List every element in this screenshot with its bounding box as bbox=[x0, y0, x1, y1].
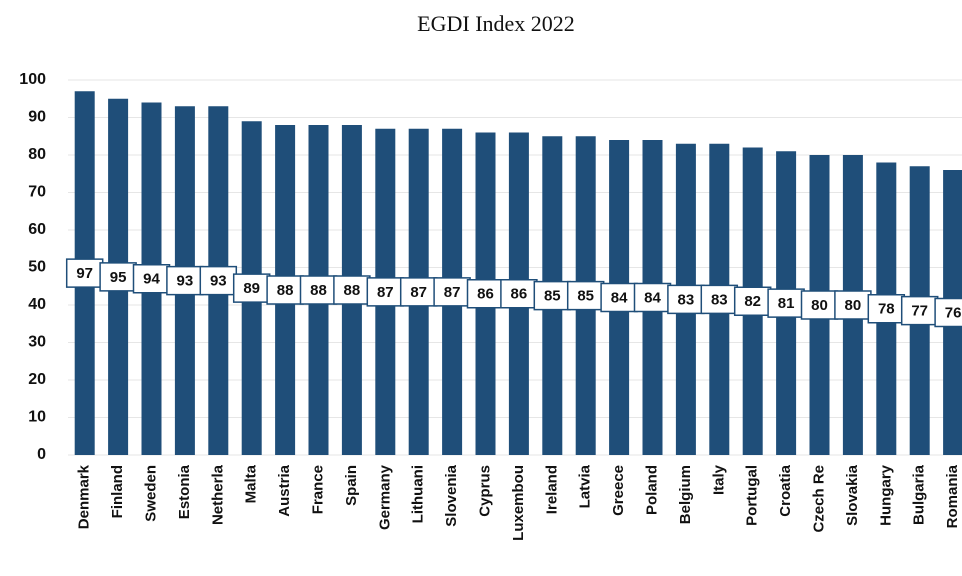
y-tick-label: 20 bbox=[28, 371, 46, 388]
x-tick-label: Romania bbox=[944, 464, 961, 528]
x-tick-label: Malta bbox=[243, 464, 260, 503]
chart-title: EGDI Index 2022 bbox=[417, 11, 575, 36]
x-tick-label: Finland bbox=[109, 465, 126, 518]
x-tick-label: Spain bbox=[343, 465, 360, 506]
x-tick-label: Italy bbox=[710, 464, 727, 495]
data-label-box bbox=[65, 258, 104, 288]
data-label: 76 bbox=[945, 304, 962, 321]
data-label: 89 bbox=[243, 280, 260, 297]
y-tick-label: 60 bbox=[28, 221, 46, 238]
data-label: 87 bbox=[444, 284, 461, 301]
data-label: 80 bbox=[811, 297, 828, 314]
data-label-box bbox=[500, 279, 538, 309]
data-label: 81 bbox=[778, 295, 795, 312]
data-label: 84 bbox=[644, 289, 661, 306]
y-tick-label: 100 bbox=[19, 71, 46, 88]
x-tick-label: Germany bbox=[376, 464, 393, 530]
x-tick-label: Hungary bbox=[877, 464, 894, 526]
y-tick-label: 40 bbox=[28, 296, 46, 313]
x-tick-label: Croatia bbox=[777, 464, 794, 516]
x-tick-label: Lithuani bbox=[410, 465, 427, 523]
data-label-box bbox=[166, 265, 204, 296]
x-tick-label: France bbox=[309, 465, 326, 514]
data-label: 83 bbox=[711, 291, 728, 308]
x-tick-label: Czech Re bbox=[810, 465, 827, 533]
data-label-box bbox=[667, 284, 705, 315]
data-label: 97 bbox=[76, 265, 93, 282]
data-label-box bbox=[867, 294, 906, 324]
x-tick-label: Denmark bbox=[76, 464, 93, 529]
y-tick-label: 80 bbox=[28, 146, 46, 163]
x-tick-label: Bulgaria bbox=[911, 464, 928, 525]
data-label-box bbox=[399, 277, 438, 307]
data-label-box bbox=[99, 262, 137, 292]
x-tick-label: Estonia bbox=[176, 464, 193, 519]
data-label: 87 bbox=[410, 284, 427, 301]
data-label: 93 bbox=[210, 273, 227, 290]
data-label-box bbox=[633, 282, 672, 313]
x-tick-label: Sweden bbox=[142, 465, 159, 522]
data-label: 87 bbox=[377, 284, 394, 301]
y-tick-label: 50 bbox=[28, 259, 46, 276]
data-label: 88 bbox=[310, 282, 327, 299]
data-label-box bbox=[199, 265, 238, 296]
y-tick-label: 0 bbox=[37, 446, 46, 463]
x-tick-label: Latvia bbox=[577, 464, 594, 508]
data-label: 85 bbox=[544, 288, 561, 305]
x-tick-label: Slovakia bbox=[844, 464, 861, 526]
data-label: 85 bbox=[577, 288, 594, 305]
data-label: 86 bbox=[511, 286, 528, 303]
x-tick-label: Slovenia bbox=[443, 464, 460, 526]
data-label-box bbox=[132, 264, 171, 294]
x-tick-label: Cyprus bbox=[476, 465, 493, 517]
x-tick-label: Luxembou bbox=[510, 465, 527, 541]
data-label: 80 bbox=[845, 297, 862, 314]
data-label: 86 bbox=[477, 286, 494, 303]
y-tick-label: 10 bbox=[28, 409, 46, 426]
data-label: 83 bbox=[678, 291, 695, 308]
data-label: 77 bbox=[911, 303, 928, 320]
y-tick-label: 90 bbox=[28, 109, 46, 126]
data-label: 88 bbox=[344, 282, 361, 299]
data-label-box bbox=[700, 284, 739, 315]
data-label-box bbox=[232, 273, 271, 303]
x-tick-label: Austria bbox=[276, 464, 293, 516]
data-label-box bbox=[733, 286, 772, 316]
data-label: 88 bbox=[277, 282, 294, 299]
y-tick-label: 30 bbox=[28, 334, 46, 351]
y-tick-label: 70 bbox=[28, 184, 46, 201]
data-label: 84 bbox=[611, 289, 628, 306]
x-tick-label: Belgium bbox=[677, 465, 694, 524]
data-label: 94 bbox=[143, 271, 160, 288]
data-label: 95 bbox=[110, 269, 127, 286]
x-tick-label: Portugal bbox=[744, 465, 761, 526]
x-tick-label: Ireland bbox=[543, 465, 560, 514]
data-label-box bbox=[800, 290, 839, 320]
data-label-box bbox=[900, 295, 939, 326]
x-tick-label: Netherla bbox=[209, 464, 226, 525]
x-tick-label: Poland bbox=[643, 465, 660, 515]
data-label-box bbox=[433, 277, 471, 307]
data-label: 78 bbox=[878, 301, 895, 318]
data-label-box bbox=[834, 290, 872, 320]
data-label-box bbox=[934, 297, 962, 328]
data-label: 93 bbox=[177, 273, 194, 290]
data-label: 82 bbox=[744, 293, 761, 310]
x-tick-label: Greece bbox=[610, 465, 627, 516]
